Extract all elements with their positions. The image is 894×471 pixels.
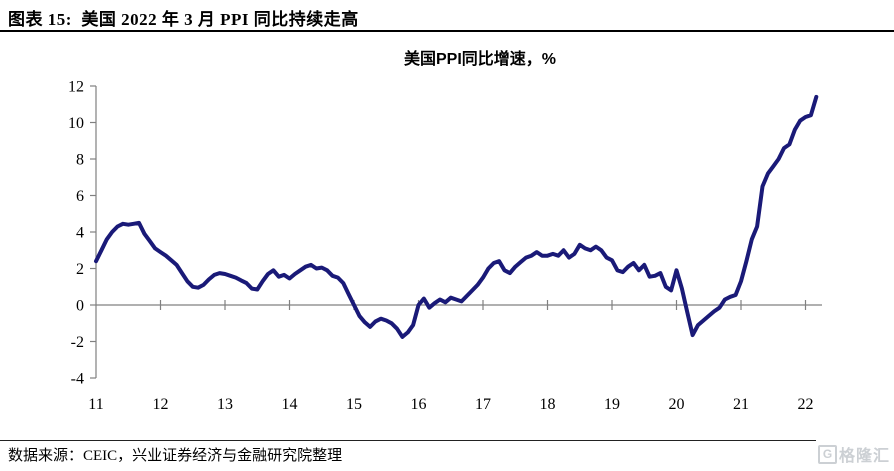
x-axis-label: 17 (475, 396, 491, 413)
y-axis-label: -2 (71, 334, 84, 351)
x-axis-label: 15 (346, 396, 362, 413)
title-underline (0, 30, 894, 32)
x-axis-label: 20 (669, 396, 685, 413)
y-axis-label: 6 (76, 188, 84, 205)
x-axis-label: 14 (282, 396, 298, 413)
footer-divider (0, 440, 816, 441)
x-axis-label: 16 (411, 396, 427, 413)
x-axis-label: 13 (217, 396, 233, 413)
x-axis-label: 19 (604, 396, 620, 413)
y-axis-label: 8 (76, 152, 84, 169)
x-axis-label: 22 (798, 396, 814, 413)
y-axis-label: 0 (76, 298, 84, 315)
y-axis-label: 10 (68, 115, 84, 132)
x-axis-label: 12 (153, 396, 169, 413)
data-source-note: 数据来源：CEIC，兴业证券经济与金融研究院整理 (8, 448, 343, 464)
chart-title: 美国PPI同比增速，% (403, 51, 557, 68)
x-axis-label: 21 (733, 396, 749, 413)
figure-title: 图表 15: 美国 2022 年 3 月 PPI 同比持续走高 (8, 10, 359, 29)
x-axis-label: 11 (88, 396, 103, 413)
gelonghui-logo-label: 格隆汇 (838, 448, 890, 465)
gelonghui-logo: G 格隆汇 (817, 442, 890, 466)
gelonghui-logo-icon: G (817, 444, 837, 464)
y-axis-label: -4 (71, 371, 84, 388)
ppi-yoy-line (94, 94, 819, 339)
y-axis-label: 2 (76, 261, 84, 278)
x-axis-label: 18 (540, 396, 556, 413)
y-axis-label: 12 (68, 79, 84, 96)
y-axis-label: 4 (76, 225, 84, 242)
